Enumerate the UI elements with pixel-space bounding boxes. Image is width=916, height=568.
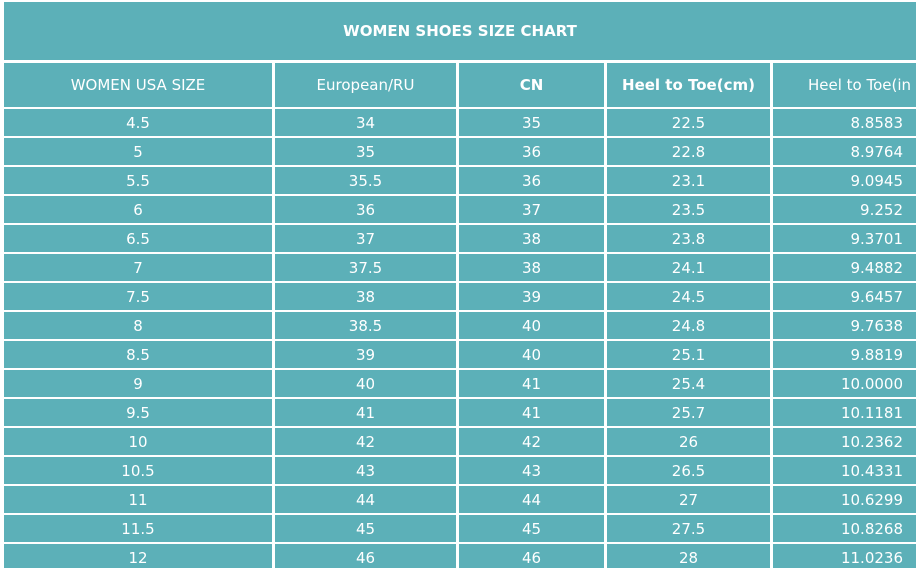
table-cell: 25.4	[607, 370, 770, 397]
table-cell: 9.4882	[773, 254, 916, 281]
table-cell: 12	[4, 544, 272, 568]
table-cell: 41	[459, 399, 604, 426]
table-cell: 38	[459, 225, 604, 252]
table-cell: 23.5	[607, 196, 770, 223]
table-cell: 24.1	[607, 254, 770, 281]
table-cell: 35	[459, 109, 604, 136]
table-cell: 37.5	[275, 254, 456, 281]
column-header: WOMEN USA SIZE	[4, 63, 272, 107]
table-cell: 45	[459, 515, 604, 542]
table-cell: 40	[459, 312, 604, 339]
table-cell: 6.5	[4, 225, 272, 252]
column-header: Heel to Toe(in	[773, 63, 916, 107]
table-cell: 10.1181	[773, 399, 916, 426]
table-cell: 25.1	[607, 341, 770, 368]
table-cell: 26	[607, 428, 770, 455]
table-cell: 39	[275, 341, 456, 368]
table-cell: 24.8	[607, 312, 770, 339]
table-cell: 9.5	[4, 399, 272, 426]
table-cell: 36	[459, 167, 604, 194]
table-cell: 9.252	[773, 196, 916, 223]
table-cell: 43	[275, 457, 456, 484]
table-cell: 46	[459, 544, 604, 568]
table-cell: 8.9764	[773, 138, 916, 165]
table-cell: 7.5	[4, 283, 272, 310]
table-cell: 11.5	[4, 515, 272, 542]
table-cell: 9.6457	[773, 283, 916, 310]
table-cell: 34	[275, 109, 456, 136]
table-cell: 5.5	[4, 167, 272, 194]
table-cell: 10.4331	[773, 457, 916, 484]
table-cell: 44	[459, 486, 604, 513]
table-cell: 10.0000	[773, 370, 916, 397]
table-cell: 38	[459, 254, 604, 281]
table-cell: 23.1	[607, 167, 770, 194]
table-cell: 46	[275, 544, 456, 568]
table-cell: 36	[459, 138, 604, 165]
table-cell: 10.2362	[773, 428, 916, 455]
table-cell: 35.5	[275, 167, 456, 194]
table-cell: 41	[459, 370, 604, 397]
table-cell: 27	[607, 486, 770, 513]
table-cell: 26.5	[607, 457, 770, 484]
table-cell: 37	[459, 196, 604, 223]
table-cell: 10.5	[4, 457, 272, 484]
table-title: WOMEN SHOES SIZE CHART	[4, 2, 916, 60]
table-cell: 11	[4, 486, 272, 513]
table-cell: 25.7	[607, 399, 770, 426]
table-cell: 6	[4, 196, 272, 223]
table-cell: 42	[459, 428, 604, 455]
table-cell: 9.3701	[773, 225, 916, 252]
table-cell: 35	[275, 138, 456, 165]
table-cell: 10.6299	[773, 486, 916, 513]
table-cell: 42	[275, 428, 456, 455]
table-cell: 36	[275, 196, 456, 223]
table-cell: 9	[4, 370, 272, 397]
table-cell: 41	[275, 399, 456, 426]
table-cell: 10.8268	[773, 515, 916, 542]
table-cell: 27.5	[607, 515, 770, 542]
table-cell: 40	[459, 341, 604, 368]
table-cell: 39	[459, 283, 604, 310]
table-cell: 9.7638	[773, 312, 916, 339]
table-cell: 11.0236	[773, 544, 916, 568]
table-cell: 10	[4, 428, 272, 455]
table-cell: 38.5	[275, 312, 456, 339]
table-cell: 5	[4, 138, 272, 165]
table-cell: 23.8	[607, 225, 770, 252]
table-cell: 38	[275, 283, 456, 310]
table-cell: 8.8583	[773, 109, 916, 136]
table-cell: 9.0945	[773, 167, 916, 194]
table-cell: 22.8	[607, 138, 770, 165]
column-header: CN	[459, 63, 604, 107]
table-cell: 4.5	[4, 109, 272, 136]
table-cell: 7	[4, 254, 272, 281]
table-cell: 24.5	[607, 283, 770, 310]
table-cell: 8	[4, 312, 272, 339]
table-cell: 45	[275, 515, 456, 542]
table-cell: 37	[275, 225, 456, 252]
table-cell: 43	[459, 457, 604, 484]
table-cell: 22.5	[607, 109, 770, 136]
table-cell: 28	[607, 544, 770, 568]
column-header: European/RU	[275, 63, 456, 107]
table-cell: 9.8819	[773, 341, 916, 368]
table-cell: 44	[275, 486, 456, 513]
column-header: Heel to Toe(cm)	[607, 63, 770, 107]
table-cell: 40	[275, 370, 456, 397]
table-cell: 8.5	[4, 341, 272, 368]
